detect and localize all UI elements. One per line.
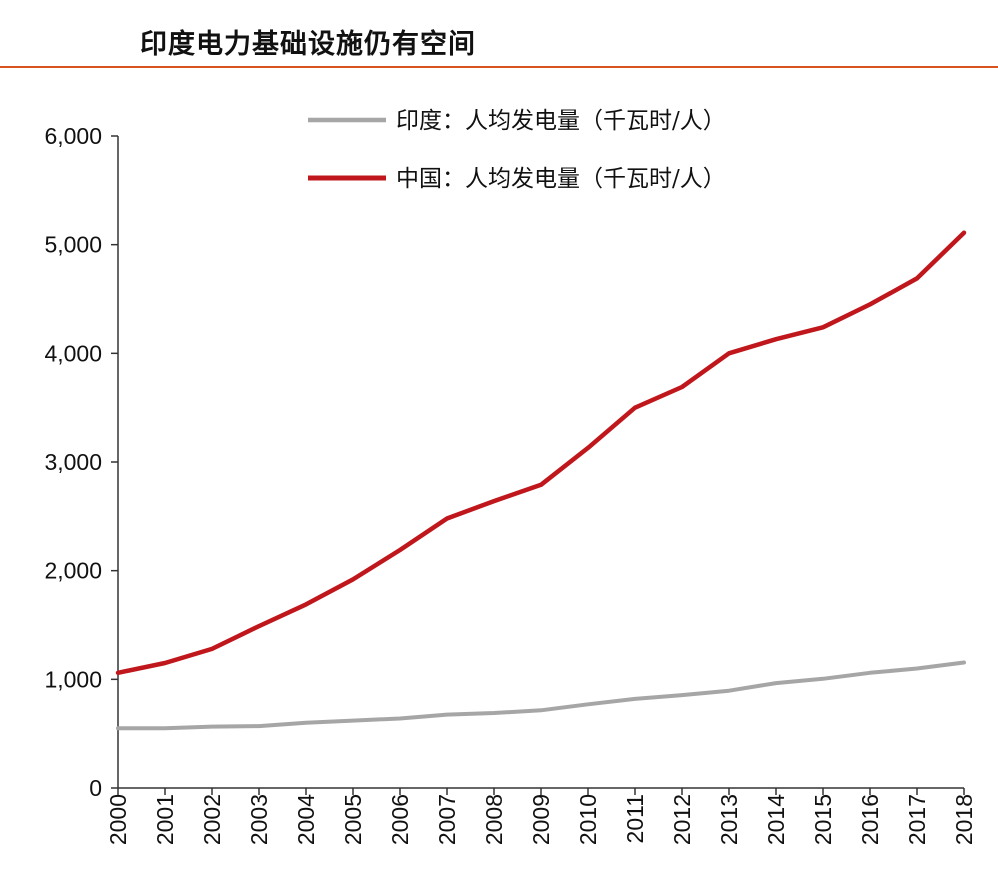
- x-tick-label: 2018: [951, 794, 977, 845]
- series-line-india: [116, 660, 966, 731]
- y-tick-label: 3,000: [44, 449, 102, 475]
- x-tick-label: 2014: [763, 794, 789, 845]
- y-tick-label: 5,000: [44, 232, 102, 258]
- y-tick-label: 4,000: [44, 340, 102, 366]
- x-tick-label: 2001: [152, 794, 178, 845]
- x-tick-label: 2003: [246, 794, 272, 845]
- x-tick-label: 2000: [105, 794, 131, 845]
- x-tick-label: 2004: [293, 794, 319, 845]
- page-title: 印度电力基础设施仍有空间: [140, 29, 476, 60]
- y-axis-ticks: 0 1,000 2,000 3,000 4,000 5,000 6,000: [44, 123, 118, 801]
- x-tick-label: 2011: [622, 794, 648, 843]
- x-tick-label: 2006: [387, 794, 413, 845]
- y-tick-label: 2,000: [44, 558, 102, 584]
- x-tick-label: 2015: [810, 794, 836, 845]
- y-tick-label: 1,000: [44, 666, 102, 692]
- x-tick-label: 2007: [434, 794, 460, 845]
- legend-label-china: 中国：人均发电量（千瓦时/人）: [396, 166, 726, 192]
- y-tick-label: 0: [89, 775, 102, 801]
- x-axis-ticks: 2000 2001 2002 2003 2004 2005 2006 2007 2008 2009…: [105, 788, 977, 845]
- y-tick-label: 6,000: [44, 123, 102, 149]
- x-tick-label: 2005: [340, 794, 366, 845]
- legend-label-india: 印度：人均发电量（千瓦时/人）: [396, 108, 726, 134]
- x-tick-label: 2013: [716, 794, 742, 845]
- series-line-china: [115, 230, 967, 676]
- x-tick-label: 2017: [904, 794, 930, 845]
- chart-legend: 印度：人均发电量（千瓦时/人） 中国：人均发电量（千瓦时/人）: [308, 108, 726, 192]
- title-divider: [0, 66, 998, 68]
- x-tick-label: 2012: [669, 794, 695, 845]
- chart-series: [115, 230, 967, 731]
- x-tick-label: 2002: [199, 794, 225, 845]
- x-tick-label: 2010: [575, 794, 601, 845]
- x-tick-label: 2016: [857, 794, 883, 845]
- chart-axes: [117, 136, 964, 789]
- x-tick-label: 2009: [528, 794, 554, 845]
- x-tick-label: 2008: [481, 794, 507, 845]
